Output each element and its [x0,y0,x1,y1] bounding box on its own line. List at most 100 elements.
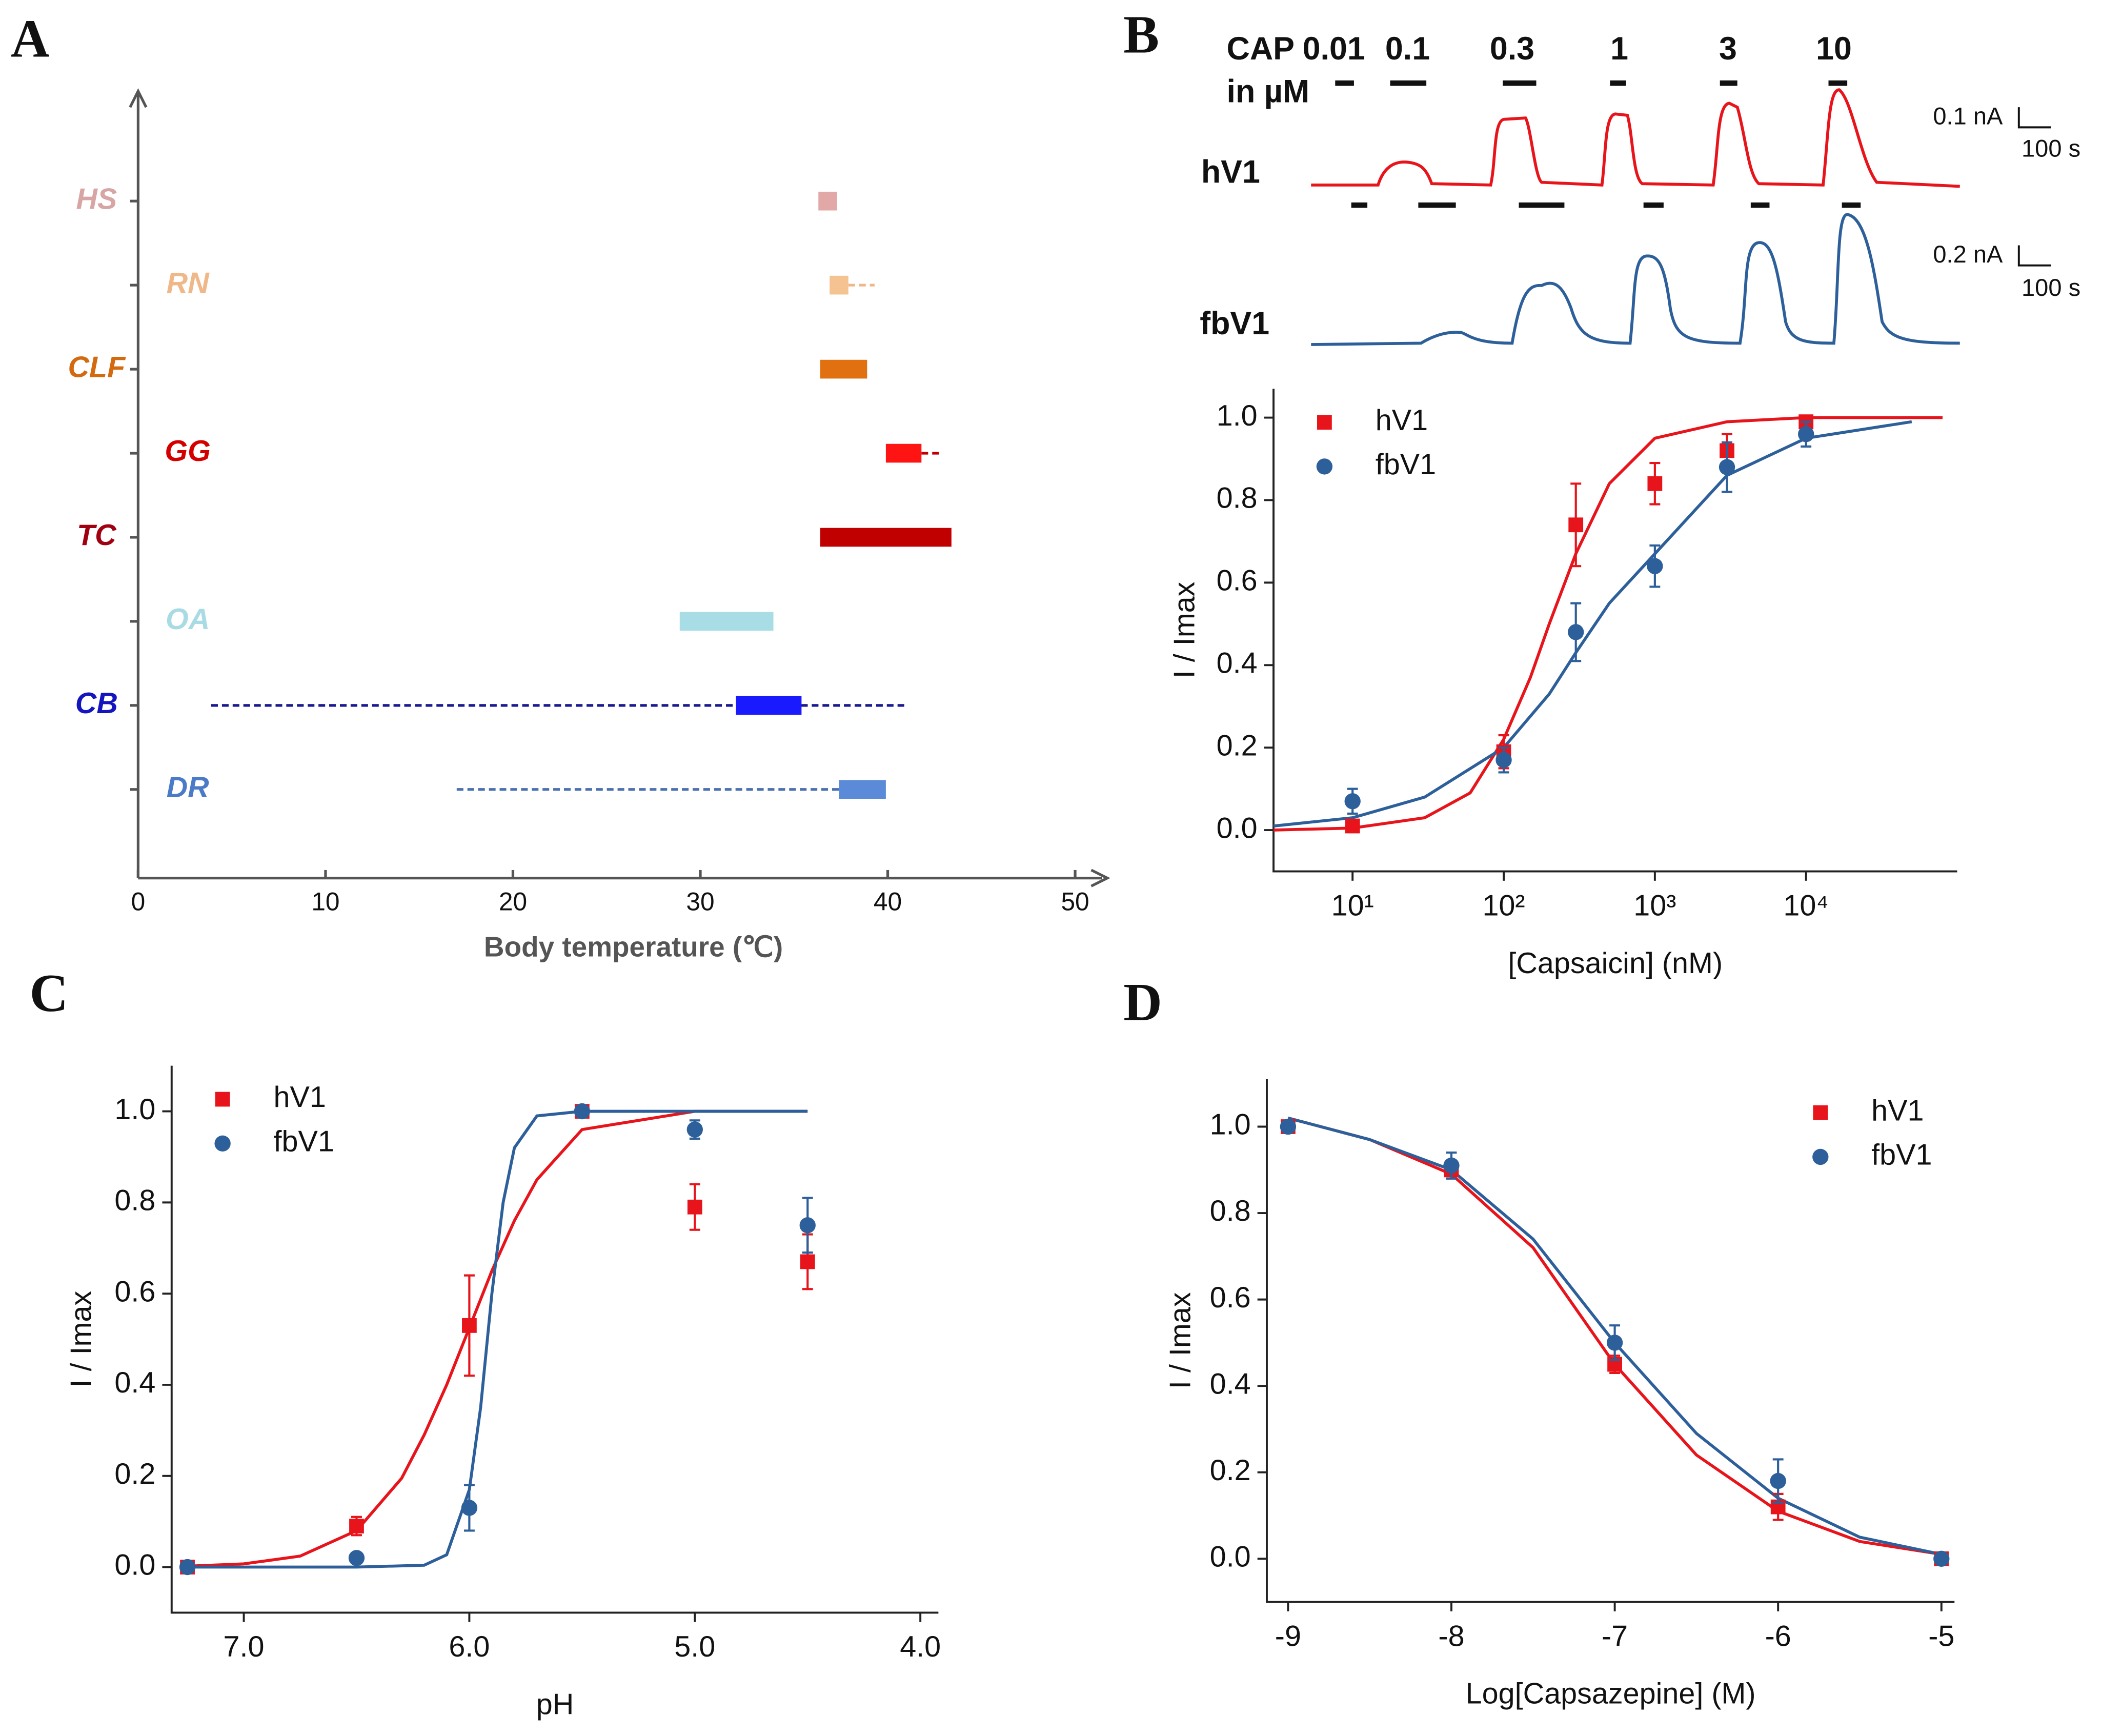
scale-current: 0.2 nA [1933,240,2003,268]
legend-label: fbV1 [273,1125,334,1158]
data-point [179,1559,196,1576]
x-axis-label: Body temperature (℃) [484,931,783,963]
x-tick-label: 10⁴ [1783,889,1829,922]
category-label: CB [75,687,118,720]
y-tick-label: 0.0 [1217,812,1258,844]
scale-bar [2017,107,2051,267]
range-bar [820,359,867,379]
unit-label: in µM [1227,74,1310,110]
concentration: 10 [1816,31,1852,67]
data-point [1568,624,1584,640]
range-bar [830,275,848,295]
y-tick-label: 0.2 [1217,729,1258,762]
x-tick-label: 50 [1061,887,1089,916]
category-label: TC [77,519,117,552]
x-axis-label: [Capsaicin] (nM) [1508,947,1723,980]
y-tick-label: 0.0 [1210,1540,1251,1573]
data-point [800,1254,815,1269]
x-tick-label: 4.0 [900,1630,941,1663]
data-point [349,1519,364,1533]
x-tick-label: 10¹ [1331,889,1374,922]
axis [170,1065,939,1614]
cap-label: CAP [1227,31,1295,67]
trace-fbv1 [1311,213,1960,346]
panel-label: D [1123,973,1162,1032]
y-tick-label: 1.0 [1217,399,1258,432]
legend-label: fbV1 [1871,1139,1932,1172]
range-bar [818,191,837,211]
data-point [461,1500,478,1516]
x-tick-label: 20 [499,887,527,916]
range-bar [839,780,886,799]
concentration: 1 [1610,31,1628,67]
data-point [1345,818,1360,834]
x-tick-label: 10² [1482,889,1525,922]
x-tick-label: 10 [311,887,339,916]
y-tick-label: 0.8 [1210,1195,1251,1227]
axis-arrow [129,88,1110,887]
x-tick-label: 7.0 [224,1630,265,1663]
data-point [1719,459,1735,475]
data-point [1495,752,1512,769]
scale-time: 100 s [2022,274,2080,301]
legend-marker [1316,458,1333,475]
x-tick-label: -9 [1275,1620,1301,1652]
x-tick-label: 5.0 [674,1630,715,1663]
concentration: 0.01 [1303,31,1365,67]
panel-label: C [30,963,69,1023]
legend-label: hV1 [273,1081,326,1114]
category-label: OA [166,603,210,636]
legend-marker [1813,1105,1828,1120]
concentration: 0.1 [1385,31,1430,67]
concentration: 3 [1719,31,1737,67]
data-point [1933,1550,1950,1567]
data-point [1280,1118,1297,1135]
y-tick-label: 0.4 [1210,1367,1251,1400]
x-axis-label: Log[Capsazepine] (M) [1466,1678,1756,1710]
category-label: GG [165,435,210,468]
fit-line [187,1109,808,1569]
recordings [1311,80,2051,346]
legend-marker [214,1135,231,1152]
x-tick-label: 10³ [1633,889,1676,922]
x-tick-label: 40 [874,887,902,916]
data-point [574,1103,591,1120]
category-label: DR [167,771,210,804]
data-point [462,1318,477,1333]
trace-name: fbV1 [1200,306,1269,341]
legend-label: hV1 [1871,1094,1924,1127]
legend-marker [1317,415,1332,430]
application-bars [1335,80,1861,208]
axis [136,94,1102,880]
y-tick-label: 0.6 [114,1275,155,1308]
data-point [686,1121,703,1138]
trace-hv1 [1311,88,1960,188]
y-tick-label: 0.6 [1217,564,1258,597]
fit-line [1273,420,1912,828]
y-tick-label: 0.6 [1210,1281,1251,1314]
x-tick-label: -7 [1602,1620,1628,1652]
range-bar [820,528,952,547]
y-tick-label: 0.2 [114,1458,155,1490]
data-point [1647,558,1663,574]
x-axis-label: pH [536,1688,574,1721]
y-axis-label: I / Imax [1168,581,1201,678]
legend-marker [215,1092,230,1107]
axis [1266,1079,1955,1603]
data-point [799,1217,816,1234]
legend-label: hV1 [1376,404,1428,437]
data-point [1797,426,1814,442]
range-bar [736,696,802,715]
y-tick-label: 0.2 [1210,1454,1251,1487]
data-point [1647,476,1663,491]
fit-line [187,1109,808,1568]
data-point [1344,793,1361,810]
axis [1272,389,1957,873]
data-point [1443,1157,1460,1174]
data-point [348,1550,365,1566]
scale-time: 100 s [2022,134,2080,162]
data-point [1770,1472,1786,1489]
x-tick-label: -6 [1765,1620,1791,1652]
